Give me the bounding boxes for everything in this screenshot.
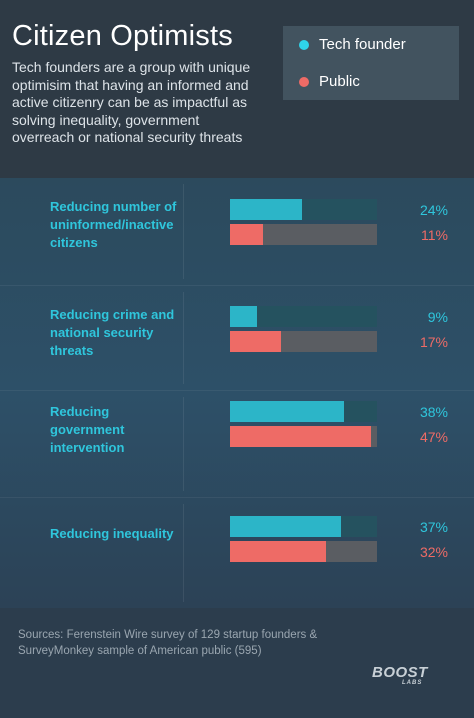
chart-row: Reducing number of uninformed/inactive c… [0,178,474,285]
track-public [230,331,377,352]
bar-public [230,541,326,562]
chart-row: Reducing inequality 37% 32% [0,498,474,608]
chart-row: Reducing government intervention 38% 47% [0,391,474,497]
legend-swatch-tech-founder [299,39,309,50]
logo-subtext: LABS [402,680,423,686]
chart-row: Reducing crime and national security thr… [0,286,474,390]
row-divider [183,292,184,384]
category-label: Reducing government intervention [50,404,125,455]
track-tech-founder [230,199,377,220]
category-label: Reducing number of uninformed/inactive c… [50,199,177,250]
page-subtitle: Tech founders are a group with unique op… [12,59,251,145]
category-label: Reducing crime and national security thr… [50,307,175,358]
row-divider [183,184,184,279]
sources-note: Sources: Ferenstein Wire survey of 129 s… [18,629,318,657]
track-tech-founder [230,516,377,537]
legend-label-tech-founder: Tech founder [319,36,406,53]
value-label-tech-founder: 24% [419,202,448,218]
track-tech-founder [230,306,377,327]
row-separator [0,285,474,286]
bar-public [230,224,263,245]
bar-tech-founder [230,199,302,220]
value-label-public: 11% [421,227,448,243]
track-tech-founder [230,401,377,422]
row-divider [183,504,184,602]
legend-label-public: Public [319,73,360,90]
row-separator [0,390,474,391]
legend-item-public: Public [299,73,360,90]
category-label: Reducing inequality [50,526,174,541]
bar-tech-founder [230,401,344,422]
value-label-tech-founder: 38% [419,404,448,420]
value-label-tech-founder: 9% [427,309,448,325]
row-separator [0,497,474,498]
value-label-public: 47% [419,429,448,445]
value-label-tech-founder: 37% [419,519,448,535]
track-public [230,541,377,562]
bar-tech-founder [230,306,257,327]
value-label-public: 32% [419,544,448,560]
footer: Sources: Ferenstein Wire survey of 129 s… [0,608,474,718]
legend-item-tech-founder: Tech founder [299,36,406,53]
header: Citizen Optimists Tech founders are a gr… [0,0,474,178]
track-public [230,224,377,245]
track-public [230,426,377,447]
page-title: Citizen Optimists [12,20,233,52]
legend-swatch-public [299,76,309,87]
row-divider [183,397,184,491]
bar-tech-founder [230,516,341,537]
legend: Tech founder Public [283,26,459,100]
bar-public [230,331,281,352]
logo-wordmark: BOOST [372,664,428,681]
chart-panel: Reducing number of uninformed/inactive c… [0,178,474,608]
bar-public [230,426,371,447]
boost-labs-logo: BOOST LABS [372,664,462,692]
value-label-public: 17% [419,334,448,350]
